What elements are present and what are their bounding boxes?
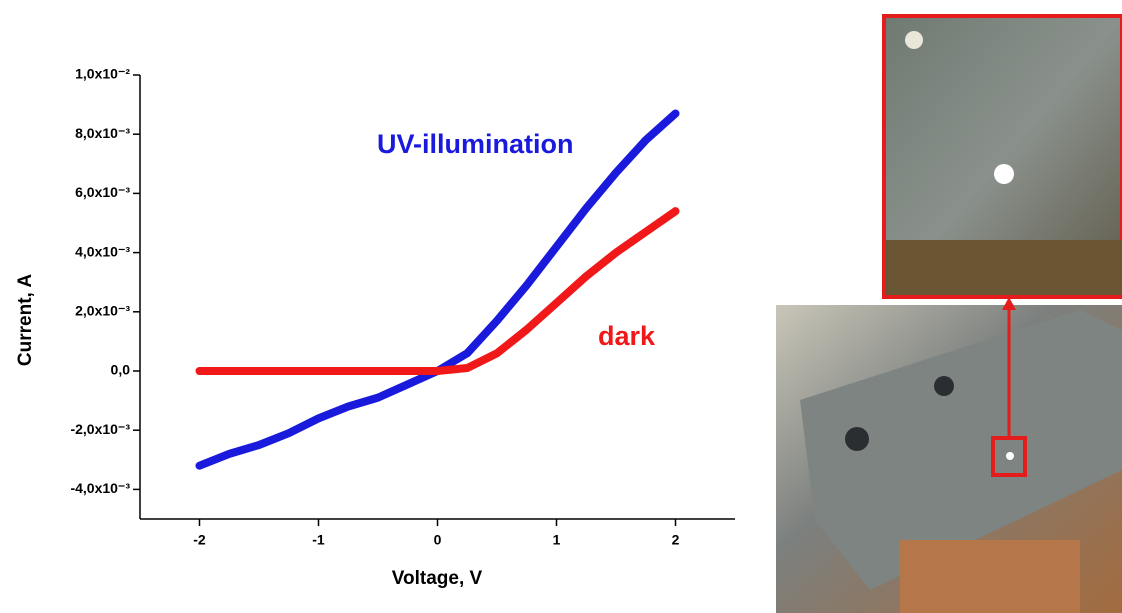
series-label: UV-illumination <box>377 129 574 159</box>
x-tick-label: -2 <box>193 532 206 548</box>
x-tick-label: 1 <box>553 532 561 548</box>
y-tick-label: 2,0x10⁻³ <box>75 303 130 319</box>
y-tick-label: 4,0x10⁻³ <box>75 243 130 259</box>
y-tick-label: 6,0x10⁻³ <box>75 184 130 200</box>
x-tick-label: -1 <box>312 532 325 548</box>
y-tick-label: 8,0x10⁻³ <box>75 125 130 141</box>
contact <box>934 376 954 396</box>
zoom-base <box>886 240 1122 295</box>
zoom-contact <box>905 31 923 49</box>
contact <box>845 427 869 451</box>
copper-base <box>900 540 1080 613</box>
x-tick-label: 0 <box>434 532 442 548</box>
arrow-head <box>1002 297 1016 310</box>
y-tick-label: -4,0x10⁻³ <box>70 480 130 496</box>
x-axis-label: Voltage, V <box>392 568 483 589</box>
series-line <box>195 207 680 375</box>
y-tick-label: 1,0x10⁻² <box>75 66 130 82</box>
photos <box>776 14 1122 613</box>
zoom-spot <box>994 164 1014 184</box>
y-axis-label: Current, A <box>15 274 36 366</box>
series-line <box>195 109 680 470</box>
device-plate <box>800 310 1122 590</box>
series-label: dark <box>598 321 656 351</box>
spot <box>1006 452 1014 460</box>
x-tick-label: 2 <box>672 532 680 548</box>
y-tick-label: 0,0 <box>111 362 131 378</box>
y-tick-label: -2,0x10⁻³ <box>70 421 130 437</box>
